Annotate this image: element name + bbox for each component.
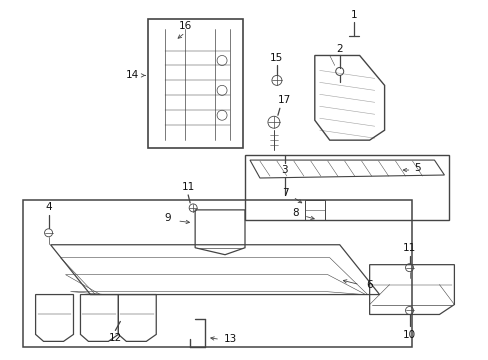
Text: 9: 9 xyxy=(163,213,170,223)
Text: 14: 14 xyxy=(125,71,139,80)
Text: 2: 2 xyxy=(336,44,343,54)
Text: 4: 4 xyxy=(45,202,52,212)
Text: 8: 8 xyxy=(292,208,299,218)
Text: 1: 1 xyxy=(350,10,356,20)
Text: 17: 17 xyxy=(278,95,291,105)
Text: 10: 10 xyxy=(402,330,415,341)
Bar xyxy=(148,19,243,148)
Text: 6: 6 xyxy=(366,280,372,289)
Text: 7: 7 xyxy=(282,188,288,198)
Text: 11: 11 xyxy=(402,243,415,253)
Text: 11: 11 xyxy=(181,182,194,192)
Text: 12: 12 xyxy=(108,333,122,343)
Text: 15: 15 xyxy=(270,54,283,63)
Text: 13: 13 xyxy=(223,334,236,345)
Bar xyxy=(244,155,448,220)
Text: 16: 16 xyxy=(178,21,191,31)
Bar xyxy=(22,200,411,347)
Text: 5: 5 xyxy=(413,163,420,173)
Text: 3: 3 xyxy=(281,165,287,175)
